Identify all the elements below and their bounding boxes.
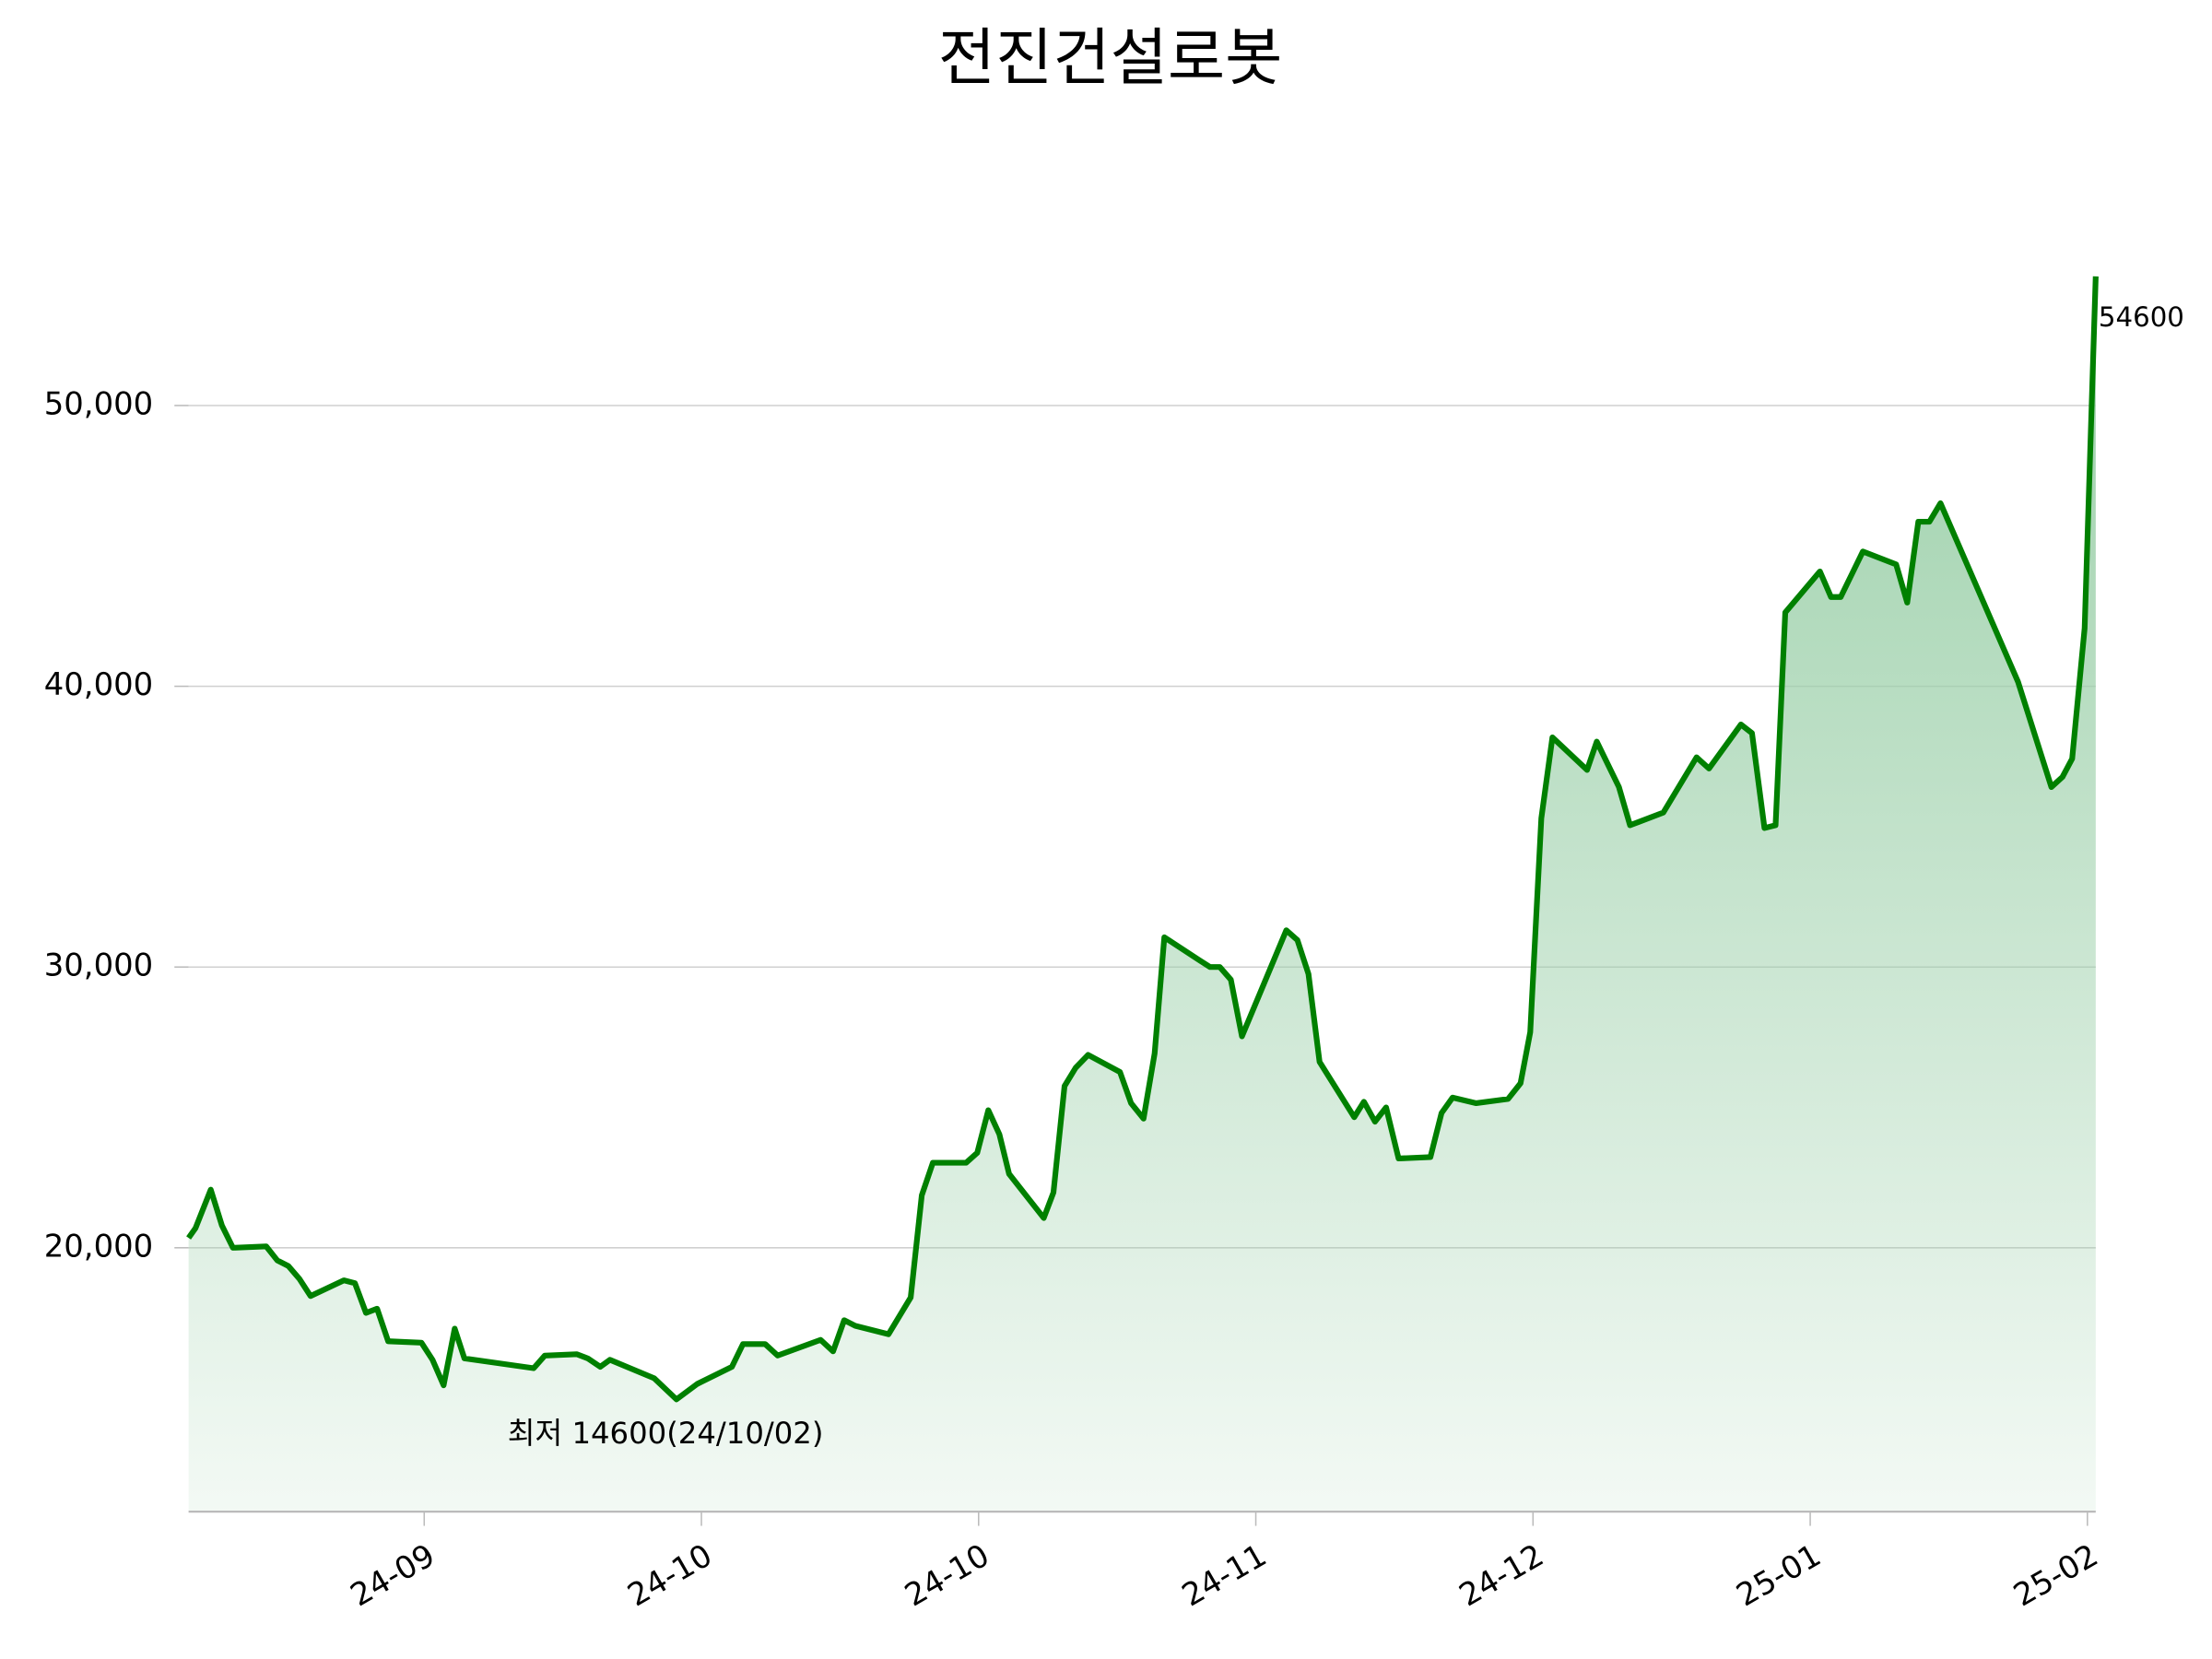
x-tick-label: 25-01: [1730, 1537, 1827, 1614]
x-tick-label: 24-10: [621, 1537, 718, 1614]
y-tick-label: 50,000: [44, 385, 153, 421]
x-tick-label: 25-02: [2007, 1537, 2104, 1614]
y-tick-label: 20,000: [44, 1228, 153, 1264]
x-tick-label: 24-12: [1453, 1537, 1550, 1614]
x-tick-label: 24-11: [1176, 1537, 1273, 1614]
x-tick-label: 24-09: [345, 1537, 441, 1614]
value-label: 54600: [2099, 301, 2184, 333]
y-tick-label: 30,000: [44, 947, 153, 983]
annotation: 최저 14600(24/10/02): [508, 1416, 824, 1451]
x-tick-label: 24-10: [899, 1537, 995, 1614]
price-line: [186, 276, 2099, 1403]
chart-title: 전진건설로봇: [938, 21, 1283, 94]
y-tick-label: 40,000: [44, 666, 153, 702]
area-fill: [188, 276, 2096, 1512]
